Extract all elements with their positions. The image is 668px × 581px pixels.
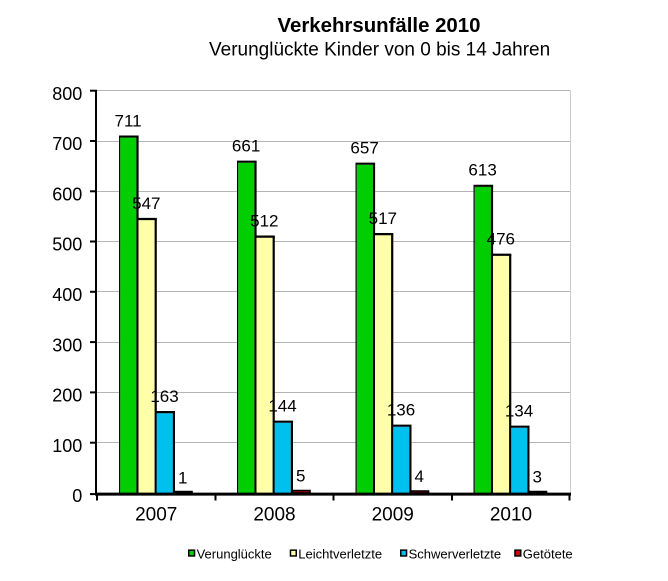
svg-text:517: 517 (369, 209, 397, 228)
svg-text:476: 476 (487, 230, 515, 249)
svg-text:100: 100 (52, 436, 82, 456)
svg-text:136: 136 (387, 401, 415, 420)
svg-text:Leichtverletzte: Leichtverletzte (298, 546, 382, 561)
svg-text:547: 547 (132, 194, 160, 213)
svg-text:500: 500 (52, 235, 82, 255)
svg-text:800: 800 (52, 84, 82, 104)
svg-text:0: 0 (72, 486, 82, 506)
svg-text:1: 1 (178, 469, 187, 488)
svg-text:613: 613 (468, 161, 496, 180)
svg-text:163: 163 (150, 387, 178, 406)
svg-text:Verunglückte: Verunglückte (197, 546, 272, 561)
svg-text:300: 300 (52, 335, 82, 355)
svg-text:Getötete: Getötete (523, 546, 573, 561)
svg-text:Schwerverletzte: Schwerverletzte (409, 546, 501, 561)
svg-text:711: 711 (115, 111, 142, 130)
svg-text:4: 4 (414, 467, 423, 486)
svg-text:200: 200 (52, 386, 82, 406)
svg-text:Verunglückte Kinder von 0 bis: Verunglückte Kinder von 0 bis 14 Jahren (209, 40, 550, 61)
svg-text:5: 5 (296, 467, 305, 486)
svg-text:600: 600 (52, 185, 82, 205)
svg-text:661: 661 (232, 137, 260, 156)
svg-text:512: 512 (250, 212, 278, 231)
svg-text:134: 134 (505, 402, 533, 421)
svg-text:3: 3 (532, 468, 541, 487)
svg-text:2009: 2009 (372, 505, 414, 526)
svg-text:2007: 2007 (135, 505, 177, 526)
svg-text:657: 657 (350, 139, 378, 158)
svg-text:700: 700 (52, 134, 82, 154)
svg-text:2008: 2008 (253, 505, 295, 526)
svg-text:2010: 2010 (490, 505, 532, 526)
svg-text:Verkehrsunfälle 2010: Verkehrsunfälle 2010 (278, 15, 481, 37)
svg-text:144: 144 (268, 397, 296, 416)
svg-text:400: 400 (52, 285, 82, 305)
